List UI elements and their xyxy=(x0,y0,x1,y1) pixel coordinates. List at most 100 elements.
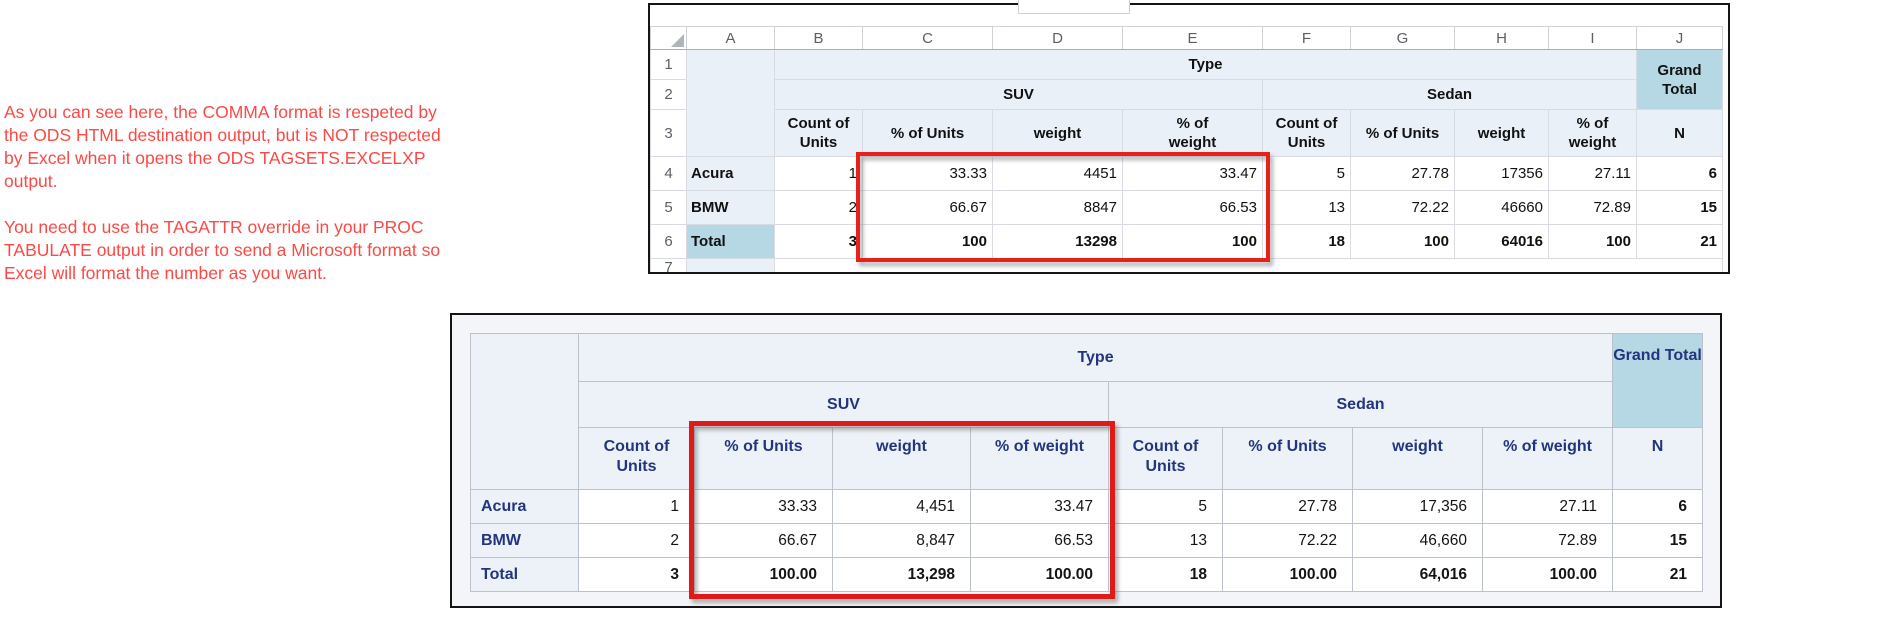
xl-col-header-d[interactable]: D xyxy=(992,26,1123,50)
ods-colhdr-sedan-weight: weight xyxy=(1352,427,1483,490)
xl-row-number-2[interactable]: 2 xyxy=(650,79,687,110)
xl-col-header-b[interactable]: B xyxy=(774,26,863,50)
annotation-paragraph-2: You need to use the TAGATTR override in … xyxy=(4,217,441,283)
ods-data-cell: 100.00 xyxy=(694,557,833,592)
select-all-corner[interactable] xyxy=(650,26,687,50)
xl-data-cell[interactable]: 1 xyxy=(774,156,863,191)
xl-colhdr-suv-weight[interactable]: weight xyxy=(992,109,1123,157)
ods-data-cell: 18 xyxy=(1108,557,1223,592)
xl-col-header-h[interactable]: H xyxy=(1454,26,1549,50)
ods-colhdr-n: N xyxy=(1612,427,1704,490)
xl-data-cell[interactable]: 15 xyxy=(1636,190,1723,225)
xl-col-header-c[interactable]: C xyxy=(862,26,993,50)
xl-data-cell[interactable]: 46660 xyxy=(1454,190,1549,225)
xl-cell-a1[interactable] xyxy=(686,49,775,157)
xl-cell-a7[interactable] xyxy=(686,258,775,272)
xl-colhdr-suv-pct-units[interactable]: % of Units xyxy=(862,109,993,157)
xl-row-number-5[interactable]: 5 xyxy=(650,190,687,225)
xl-data-cell[interactable]: 64016 xyxy=(1454,224,1549,259)
ods-data-cell: 13 xyxy=(1108,523,1223,558)
xl-data-cell[interactable]: 5 xyxy=(1262,156,1351,191)
xl-col-header-i[interactable]: I xyxy=(1548,26,1637,50)
ods-data-cell: 3 xyxy=(578,557,695,592)
ods-data-cell: 13,298 xyxy=(832,557,971,592)
xl-data-cell[interactable]: 17356 xyxy=(1454,156,1549,191)
excel-grid: A B C D E F G H I J 1 Type Grand Total 2… xyxy=(650,26,1723,272)
xl-data-cell[interactable]: 21 xyxy=(1636,224,1723,259)
xl-data-cell[interactable]: 18 xyxy=(1262,224,1351,259)
xl-row-number-3[interactable]: 3 xyxy=(650,109,687,157)
xl-row-number-4[interactable]: 4 xyxy=(650,156,687,191)
xl-data-cell[interactable]: 33.33 xyxy=(862,156,993,191)
ods-colhdr-suv-count: Count of Units xyxy=(578,427,695,490)
xl-data-cell[interactable]: 8847 xyxy=(992,190,1123,225)
xl-col-header-g[interactable]: G xyxy=(1350,26,1455,50)
xl-data-cell[interactable]: 100 xyxy=(1548,224,1637,259)
ods-data-cell: 15 xyxy=(1612,523,1704,558)
ods-data-cell: 21 xyxy=(1612,557,1704,592)
xl-colhdr-sedan-count[interactable]: Count of Units xyxy=(1262,109,1351,157)
ods-data-cell: 5 xyxy=(1108,489,1223,524)
excel-screenshot: A B C D E F G H I J 1 Type Grand Total 2… xyxy=(648,3,1730,274)
ods-data-cell: 33.33 xyxy=(694,489,833,524)
ods-data-cell: 46,660 xyxy=(1352,523,1483,558)
ods-data-cell: 33.47 xyxy=(970,489,1109,524)
screenshot-notch-artifact xyxy=(1018,0,1130,14)
xl-data-cell[interactable]: 3 xyxy=(774,224,863,259)
xl-colhdr-suv-count[interactable]: Count of Units xyxy=(774,109,863,157)
xl-data-cell[interactable]: 33.47 xyxy=(1122,156,1263,191)
annotation-paragraph-1: As you can see here, the COMMA format is… xyxy=(4,102,441,191)
xl-col-header-e[interactable]: E xyxy=(1122,26,1263,50)
ods-data-cell: 1 xyxy=(578,489,695,524)
ods-data-cell: 8,847 xyxy=(832,523,971,558)
ods-grand-total-header: Grand Total xyxy=(1612,333,1704,428)
ods-data-cell: 17,356 xyxy=(1352,489,1483,524)
xl-data-cell[interactable]: 27.78 xyxy=(1350,156,1455,191)
xl-data-cell[interactable]: 27.11 xyxy=(1548,156,1637,191)
xl-colhdr-sedan-weight[interactable]: weight xyxy=(1454,109,1549,157)
xl-data-cell[interactable]: 13 xyxy=(1262,190,1351,225)
ods-colhdr-sedan-pct-weight: % of weight xyxy=(1481,427,1614,490)
xl-colhdr-sedan-pct-weight[interactable]: % of weight xyxy=(1548,109,1637,157)
ods-data-cell: 100.00 xyxy=(1481,557,1614,592)
xl-data-cell[interactable]: 100 xyxy=(862,224,993,259)
xl-colhdr-sedan-pct-units[interactable]: % of Units xyxy=(1350,109,1455,157)
highlight-box-ods xyxy=(689,421,1115,599)
ods-sedan-header: Sedan xyxy=(1107,381,1614,428)
corner-triangle-icon xyxy=(671,34,684,47)
ods-row-label-total: Total xyxy=(470,557,579,592)
xl-row-number-7[interactable]: 7 xyxy=(650,258,687,272)
ods-data-cell: 100.00 xyxy=(970,557,1109,592)
ods-colhdr-sedan-pct-units: % of Units xyxy=(1222,427,1353,490)
ods-type-header: Type xyxy=(577,333,1614,382)
ods-row-label: BMW xyxy=(470,523,579,558)
xl-colhdr-n[interactable]: N xyxy=(1636,109,1723,157)
ods-colhdr-suv-pct-units: % of Units xyxy=(694,427,833,490)
ods-data-cell: 64,016 xyxy=(1352,557,1483,592)
xl-row-number-6[interactable]: 6 xyxy=(650,224,687,259)
ods-data-cell: 72.22 xyxy=(1222,523,1353,558)
xl-col-header-j[interactable]: J xyxy=(1636,26,1723,50)
xl-row-label[interactable]: Acura xyxy=(686,156,775,191)
xl-data-cell[interactable]: 72.89 xyxy=(1548,190,1637,225)
xl-col-header-a[interactable]: A xyxy=(686,26,775,50)
xl-cell-grand-total[interactable]: Grand Total xyxy=(1636,49,1723,110)
xl-cell-suv[interactable]: SUV xyxy=(774,79,1263,110)
ods-data-cell: 72.89 xyxy=(1481,523,1614,558)
xl-data-cell[interactable]: 6 xyxy=(1636,156,1723,191)
xl-row-label-total[interactable]: Total xyxy=(686,224,775,259)
xl-cell-sedan[interactable]: Sedan xyxy=(1262,79,1637,110)
xl-cell-type[interactable]: Type xyxy=(774,49,1637,80)
xl-colhdr-suv-pct-weight[interactable]: % of weight xyxy=(1122,109,1263,157)
xl-row-label[interactable]: BMW xyxy=(686,190,775,225)
xl-data-cell[interactable]: 13298 xyxy=(992,224,1123,259)
ods-data-cell: 6 xyxy=(1612,489,1704,524)
xl-data-cell[interactable]: 2 xyxy=(774,190,863,225)
xl-data-cell[interactable]: 66.53 xyxy=(1122,190,1263,225)
xl-col-header-f[interactable]: F xyxy=(1262,26,1351,50)
xl-row-number-1[interactable]: 1 xyxy=(650,49,687,80)
xl-data-cell[interactable]: 100 xyxy=(1350,224,1455,259)
ods-colhdr-sedan-count: Count of Units xyxy=(1108,427,1223,490)
xl-data-cell[interactable]: 66.67 xyxy=(862,190,993,225)
xl-data-cell[interactable]: 72.22 xyxy=(1350,190,1455,225)
